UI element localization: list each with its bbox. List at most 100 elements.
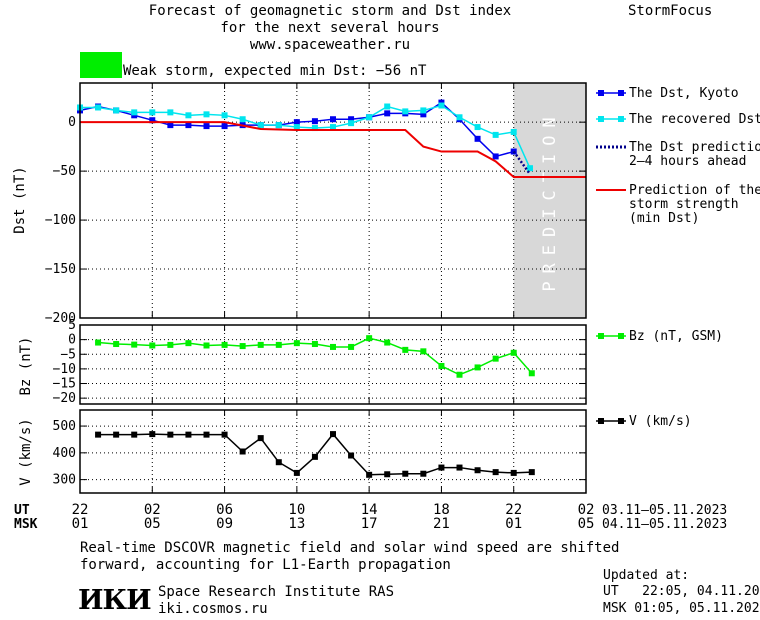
msk-range-text: 04.11–05.11.2023 (602, 517, 728, 532)
data-point (384, 339, 391, 346)
data-point (510, 469, 517, 476)
ut-tick-label: 18 (433, 502, 450, 518)
data-point (113, 341, 120, 348)
y-tick-label: 5 (68, 318, 76, 333)
data-point (438, 102, 445, 109)
data-point (95, 104, 102, 111)
data-point (330, 431, 336, 438)
ut-tick-label: 22 (505, 502, 522, 518)
y-tick-label: 400 (53, 446, 76, 461)
data-point (149, 109, 156, 116)
data-point (384, 110, 391, 117)
storm-status-text: Weak storm, expected min Dst: −56 nT (123, 63, 427, 79)
legend-label: Prediction of the (629, 183, 760, 198)
data-point (366, 114, 373, 121)
data-point (526, 165, 533, 172)
data-point (221, 123, 228, 130)
data-point (239, 116, 246, 123)
data-point (167, 341, 174, 348)
series-line-1-2 (80, 104, 531, 169)
data-point (474, 135, 481, 142)
msk-tick-label: 09 (216, 516, 233, 532)
data-point (528, 370, 535, 377)
data-point (474, 364, 481, 371)
legend-label: (min Dst) (629, 211, 699, 226)
y-tick-label: −20 (53, 391, 76, 406)
data-point (492, 153, 499, 160)
legend-marker (598, 90, 604, 96)
legend-label: The Dst, Kyoto (629, 86, 739, 101)
data-point (113, 431, 120, 438)
data-point (348, 120, 355, 127)
data-point (348, 452, 355, 459)
ut-tick-label: 06 (216, 502, 233, 518)
data-point (528, 469, 535, 476)
chart-panel-1: 0 −50 −100 −150 −200 PREDICTION Dst (nT) The Ds… (12, 82, 760, 326)
y-tick-label: 500 (53, 419, 76, 434)
data-point (185, 431, 192, 438)
y-tick-label: −15 (53, 377, 76, 392)
data-point (420, 470, 427, 477)
plot-frame (79, 409, 587, 494)
y-tick-label: 0 (68, 115, 76, 130)
data-point (167, 109, 174, 116)
data-point (293, 469, 300, 476)
updated-ut: UT 22:05, 04.11.2023 (603, 584, 760, 599)
data-point (293, 124, 300, 131)
legend-label: 2–4 hours ahead (629, 154, 746, 169)
data-point (239, 343, 246, 350)
data-point (456, 464, 463, 471)
ut-axis-label: UT (14, 503, 30, 518)
legend-label: storm strength (629, 197, 739, 212)
legend-marker (598, 116, 604, 122)
data-point (311, 118, 318, 125)
institute-name: Space Research Institute RAS (158, 584, 395, 600)
footer-note-line-1: Real-time DSCOVR magnetic field and sola… (80, 540, 620, 556)
data-point (185, 112, 192, 119)
series-line-1-3 (512, 150, 531, 175)
data-point (492, 131, 499, 138)
data-point (293, 119, 300, 126)
data-point (239, 448, 246, 455)
data-point (275, 459, 282, 466)
data-point (474, 124, 481, 131)
institute-url[interactable]: iki.cosmos.ru (158, 601, 268, 617)
data-point (113, 107, 120, 114)
data-point (221, 341, 228, 348)
data-point (402, 108, 409, 115)
y-axis-label: Bz (nT) (18, 336, 34, 395)
updated-label: Updated at: (603, 568, 690, 583)
data-point (311, 453, 318, 460)
ut-tick-label: 14 (361, 502, 378, 518)
data-point (330, 343, 336, 350)
data-point (402, 470, 409, 477)
data-point (366, 335, 373, 342)
msk-axis-label: MSK (14, 517, 38, 532)
data-point (384, 471, 391, 478)
data-point (492, 355, 499, 362)
updated-msk: MSK 01:05, 05.11.2023 (603, 601, 760, 616)
data-point (330, 116, 336, 123)
data-point (510, 128, 517, 135)
legend-label: The recovered Dst (629, 112, 760, 127)
msk-tick-label: 01 (505, 516, 522, 532)
prediction-region (513, 83, 586, 318)
ut-tick-label: 10 (288, 502, 305, 518)
legend-marker (618, 90, 624, 96)
legend-marker (618, 116, 624, 122)
legend-marker (598, 333, 604, 339)
data-point (167, 431, 174, 438)
legend-label: V (km/s) (629, 414, 692, 429)
data-point (149, 431, 156, 438)
data-point (311, 341, 318, 348)
data-point (257, 122, 264, 129)
y-tick-label: −5 (60, 347, 76, 362)
data-point (131, 431, 138, 438)
data-point (348, 343, 355, 350)
ut-tick-label: 02 (578, 502, 595, 518)
plot-frame (79, 324, 587, 405)
data-point (492, 469, 499, 476)
data-point (221, 431, 228, 438)
y-tick-label: −10 (53, 362, 76, 377)
